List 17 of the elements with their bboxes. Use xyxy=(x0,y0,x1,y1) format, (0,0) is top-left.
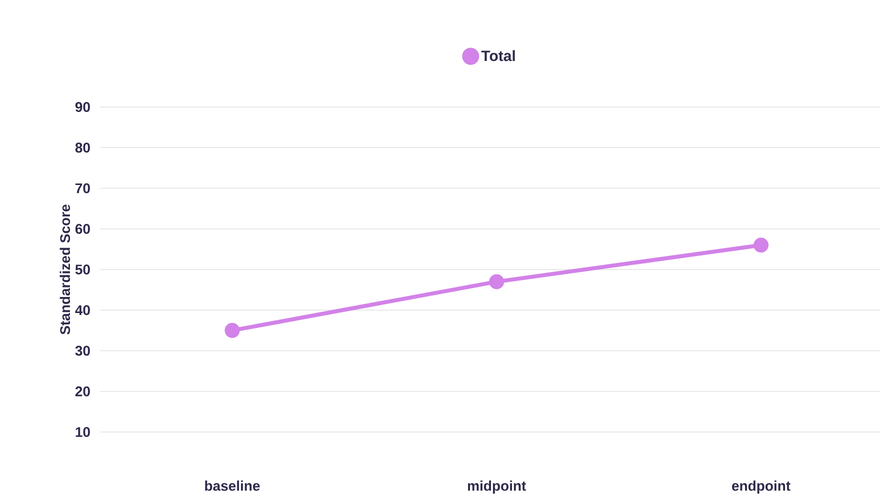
point xyxy=(489,274,504,290)
y-tick-label: 30 xyxy=(75,346,90,356)
x-tick-label: midpoint xyxy=(468,480,526,494)
point xyxy=(754,238,769,253)
y-tick-label: 60 xyxy=(75,224,90,234)
y-tick-label: 40 xyxy=(75,305,90,316)
y-tick-label: 90 xyxy=(75,102,90,112)
y-tick-label: 20 xyxy=(75,386,90,396)
point xyxy=(224,322,240,338)
y-axis-title: Standardized Score xyxy=(60,204,70,334)
y-tick-label: 50 xyxy=(75,264,90,274)
y-tick-label: 80 xyxy=(75,142,90,153)
y-tick-label: 70 xyxy=(76,183,90,194)
legend-label: Total xyxy=(481,50,515,62)
x-tick-label: endpoint xyxy=(732,480,790,494)
y-tick-label: 10 xyxy=(76,427,90,437)
x-tick-label: baseline xyxy=(205,480,260,491)
